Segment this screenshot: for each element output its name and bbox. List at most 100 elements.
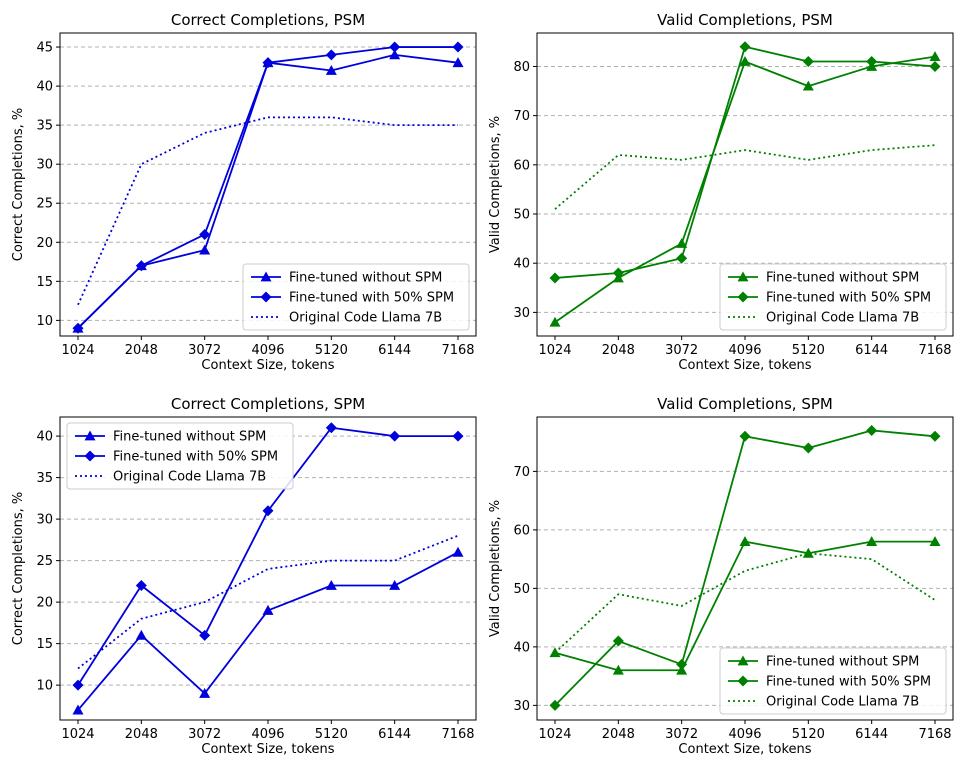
x-tick-label: 4096 (251, 727, 284, 742)
legend: Fine-tuned without SPM Fine-tuned with 50… (720, 648, 946, 714)
y-axis-label: Correct Completions, % (11, 108, 26, 261)
y-tick-label: 25 (36, 197, 53, 212)
y-tick-label: 40 (36, 80, 53, 95)
y-tick-label: 10 (36, 314, 53, 329)
data-point (740, 41, 751, 52)
x-axis-label: Context Size, tokens (678, 742, 811, 757)
series-3 (555, 145, 935, 209)
x-tick-label: 4096 (251, 343, 284, 358)
legend-label: Fine-tuned with 50% SPM (289, 291, 454, 306)
data-point (930, 431, 941, 442)
chart-panel-2: 30 40 50 60 70 80 1024 2048 3072 4096 5120 6144 7168… (488, 11, 953, 373)
x-tick-label: 1024 (61, 343, 94, 358)
legend-label: Original Code Llama 7B (289, 311, 442, 326)
x-tick-label: 3072 (188, 727, 221, 742)
y-tick-label: 35 (36, 119, 53, 134)
data-point (676, 253, 687, 264)
series-line (555, 145, 935, 209)
legend-label: Fine-tuned without SPM (766, 271, 919, 286)
data-point (136, 630, 147, 640)
x-tick-label: 5120 (792, 727, 825, 742)
x-tick-label: 7168 (441, 727, 474, 742)
legend-label: Original Code Llama 7B (766, 311, 919, 326)
y-tick-label: 35 (36, 471, 53, 486)
y-tick-label: 20 (36, 236, 53, 251)
x-tick-label: 5120 (792, 343, 825, 358)
chart-title: Correct Completions, SPM (171, 395, 365, 413)
y-tick-label: 30 (513, 306, 530, 321)
x-axis-label: Context Size, tokens (201, 358, 334, 373)
y-tick-label: 60 (513, 158, 530, 173)
y-axis-label: Correct Completions, % (11, 492, 26, 645)
x-tick-label: 6144 (855, 727, 888, 742)
x-tick-label: 5120 (315, 343, 348, 358)
y-tick-label: 80 (513, 60, 530, 75)
y-tick-label: 70 (513, 109, 530, 124)
series-line (78, 536, 458, 669)
y-tick-label: 70 (513, 465, 530, 480)
legend: Fine-tuned without SPM Fine-tuned with 50… (243, 264, 469, 330)
data-point (389, 431, 400, 442)
legend-label: Fine-tuned without SPM (113, 430, 266, 445)
data-point (930, 61, 941, 72)
data-point (453, 431, 464, 442)
x-tick-label: 7168 (918, 343, 951, 358)
x-tick-label: 4096 (728, 343, 761, 358)
x-tick-label: 3072 (665, 727, 698, 742)
data-point (453, 42, 464, 53)
x-tick-label: 1024 (538, 343, 571, 358)
series-line (555, 553, 935, 652)
x-tick-label: 1024 (538, 727, 571, 742)
y-tick-label: 50 (513, 208, 530, 223)
legend: Fine-tuned without SPM Fine-tuned with 50… (67, 423, 293, 489)
data-point (803, 56, 814, 67)
legend-label: Fine-tuned with 50% SPM (766, 675, 931, 690)
chart-panel-3: 101520253035401024 2048 3072 4096 5120 6144 71… (11, 395, 476, 757)
y-axis-label: Valid Completions, % (488, 500, 503, 637)
x-tick-label: 6144 (855, 343, 888, 358)
x-tick-label: 1024 (61, 727, 94, 742)
chart-title: Valid Completions, PSM (657, 11, 833, 29)
legend-label: Original Code Llama 7B (766, 695, 919, 710)
x-tick-label: 2048 (602, 343, 635, 358)
x-tick-label: 4096 (728, 727, 761, 742)
chart-panel-4: 30405060701024 2048 3072 4096 5120 6144 7168Va… (488, 395, 953, 757)
data-point (930, 51, 941, 61)
x-tick-label: 2048 (125, 727, 158, 742)
x-axis-label: Context Size, tokens (201, 742, 334, 757)
y-axis-label: Valid Completions, % (488, 116, 503, 253)
legend-label: Original Code Llama 7B (113, 470, 266, 485)
chart-title: Valid Completions, SPM (657, 395, 833, 413)
legend-label: Fine-tuned without SPM (766, 655, 919, 670)
data-point (453, 547, 464, 557)
series-3 (555, 553, 935, 652)
data-point (740, 431, 751, 442)
legend: Fine-tuned without SPM Fine-tuned with 50… (720, 264, 946, 330)
series-line (555, 47, 935, 278)
y-tick-label: 15 (36, 275, 53, 290)
x-tick-label: 6144 (378, 727, 411, 742)
data-point (389, 42, 400, 53)
x-tick-label: 2048 (125, 343, 158, 358)
y-tick-label: 30 (513, 699, 530, 714)
data-point (326, 49, 337, 60)
y-tick-label: 50 (513, 582, 530, 597)
y-tick-label: 15 (36, 637, 53, 652)
legend-label: Fine-tuned with 50% SPM (113, 450, 278, 465)
data-point (550, 272, 561, 283)
data-point (803, 443, 814, 454)
y-tick-label: 40 (513, 640, 530, 655)
data-point (740, 536, 751, 546)
y-tick-label: 20 (36, 596, 53, 611)
x-tick-label: 3072 (188, 343, 221, 358)
x-tick-label: 2048 (602, 727, 635, 742)
series-1 (73, 547, 464, 715)
y-tick-label: 10 (36, 679, 53, 694)
y-tick-label: 45 (36, 41, 53, 56)
x-tick-label: 3072 (665, 343, 698, 358)
y-tick-label: 60 (513, 523, 530, 538)
x-tick-label: 6144 (378, 343, 411, 358)
y-tick-label: 40 (36, 430, 53, 445)
y-tick-label: 30 (36, 158, 53, 173)
y-tick-label: 40 (513, 257, 530, 272)
